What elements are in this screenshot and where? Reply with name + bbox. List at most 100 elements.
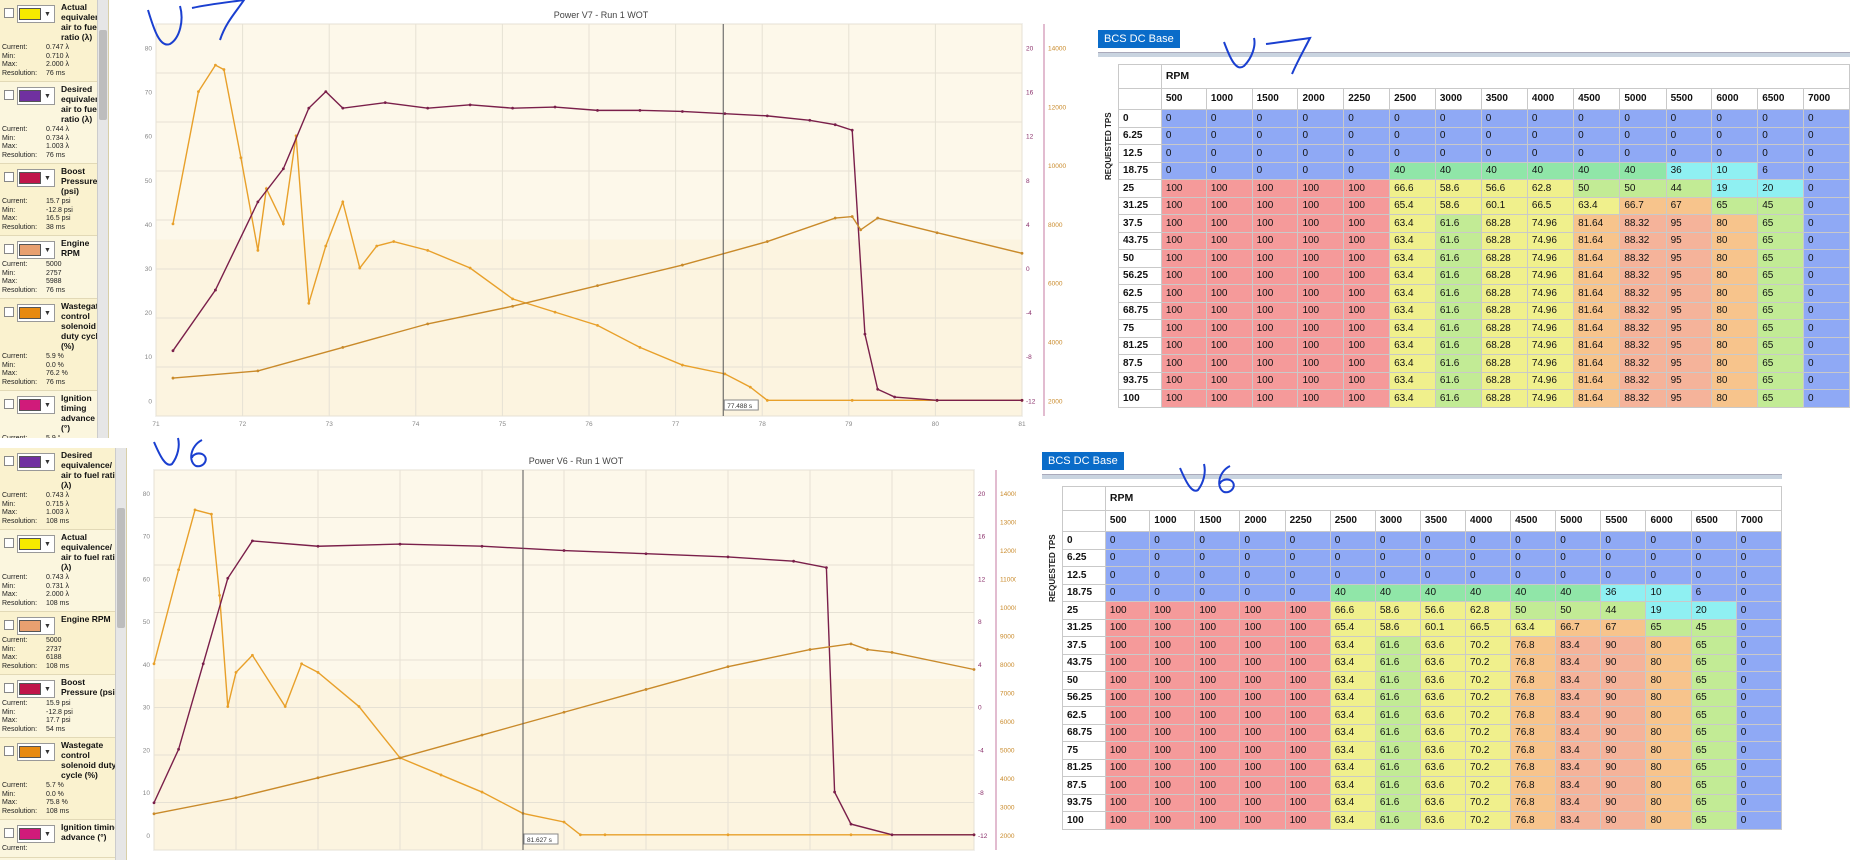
table-cell[interactable]: 70.2	[1465, 793, 1512, 812]
channel-checkbox[interactable]	[4, 399, 14, 409]
table-cell[interactable]: 63.4	[1389, 371, 1436, 390]
table-cell[interactable]: 65	[1757, 336, 1804, 355]
row-header[interactable]: 0	[1062, 531, 1106, 550]
table-cell[interactable]: 50	[1573, 179, 1621, 198]
table-cell[interactable]: 0	[1711, 126, 1759, 145]
table-cell[interactable]: 100	[1205, 196, 1253, 215]
table-cell[interactable]: 100	[1149, 618, 1196, 637]
table-cell[interactable]: 100	[1205, 371, 1253, 390]
row-header[interactable]: 25	[1118, 179, 1162, 198]
color-picker-dropdown[interactable]: ▼	[17, 743, 55, 761]
table-cell[interactable]: 0	[1239, 566, 1286, 585]
table-cell[interactable]: 0	[1735, 671, 1783, 690]
column-header[interactable]: 1000	[1149, 509, 1196, 532]
table-cell[interactable]: 81.64	[1573, 249, 1621, 268]
table-cell[interactable]: 100	[1343, 301, 1391, 320]
row-header[interactable]: 6.25	[1062, 548, 1106, 567]
table-cell[interactable]: 100	[1160, 371, 1207, 390]
table-cell[interactable]: 100	[1284, 776, 1331, 795]
chart-top[interactable]: Power V7 - Run 1 WOT 0 10 20 30 40 50 60 70 80 -1…	[136, 8, 1066, 440]
table-cell[interactable]: 0	[1389, 109, 1436, 128]
table-cell[interactable]: 80	[1711, 249, 1759, 268]
table-cell[interactable]: 61.6	[1374, 793, 1421, 812]
color-picker-dropdown[interactable]: ▼	[17, 535, 55, 553]
column-header[interactable]: 4500	[1510, 509, 1557, 532]
table-cell[interactable]: 6	[1757, 161, 1804, 180]
table-cell[interactable]: 0	[1735, 566, 1783, 585]
table-cell[interactable]: 100	[1343, 354, 1391, 373]
table-cell[interactable]: 100	[1343, 319, 1391, 338]
table-cell[interactable]: 67	[1665, 196, 1713, 215]
table-cell[interactable]: 100	[1205, 319, 1253, 338]
table-cell[interactable]: 61.6	[1374, 688, 1421, 707]
column-header[interactable]: 3500	[1419, 509, 1467, 532]
table-cell[interactable]: 70.2	[1465, 636, 1512, 655]
table-cell[interactable]: 0	[1803, 109, 1850, 128]
table-cell[interactable]: 0	[1803, 249, 1850, 268]
table-cell[interactable]: 76.8	[1510, 741, 1557, 760]
table-cell[interactable]: 0	[1690, 531, 1737, 550]
table-cell[interactable]: 0	[1419, 548, 1467, 567]
table-cell[interactable]: 100	[1239, 758, 1286, 777]
column-header[interactable]: 7000	[1803, 87, 1850, 110]
table-cell[interactable]: 0	[1419, 566, 1467, 585]
table-cell[interactable]: 63.4	[1389, 266, 1436, 285]
table-cell[interactable]: 100	[1160, 389, 1207, 408]
table-cell[interactable]: 100	[1149, 688, 1196, 707]
row-header[interactable]: 93.75	[1118, 371, 1162, 390]
table-cell[interactable]: 61.6	[1434, 319, 1482, 338]
row-header[interactable]: 50	[1118, 249, 1162, 268]
table-cell[interactable]: 68.28	[1480, 301, 1528, 320]
table-cell[interactable]: 100	[1104, 601, 1151, 620]
column-header[interactable]: 1000	[1205, 87, 1253, 110]
table-cell[interactable]: 100	[1205, 266, 1253, 285]
table-cell[interactable]: 74.96	[1526, 319, 1575, 338]
table-cell[interactable]: 100	[1104, 618, 1151, 637]
table-cell[interactable]: 100	[1149, 758, 1196, 777]
channel-checkbox[interactable]	[4, 456, 14, 466]
table-cell[interactable]: 100	[1239, 793, 1286, 812]
table-cell[interactable]: 0	[1194, 566, 1241, 585]
table-cell[interactable]: 80	[1711, 354, 1759, 373]
table-cell[interactable]: 0	[1803, 144, 1850, 163]
table-cell[interactable]: 61.6	[1434, 336, 1482, 355]
table-cell[interactable]: 81.64	[1573, 214, 1621, 233]
table-cell[interactable]: 76.8	[1510, 776, 1557, 795]
table-cell[interactable]: 100	[1284, 793, 1331, 812]
table-cell[interactable]: 100	[1251, 249, 1299, 268]
table-cell[interactable]: 100	[1297, 196, 1345, 215]
table-cell[interactable]: 83.4	[1555, 671, 1602, 690]
table-cell[interactable]: 65	[1757, 284, 1804, 303]
column-header[interactable]: 500	[1104, 509, 1151, 532]
table-cell[interactable]: 0	[1735, 793, 1783, 812]
table-cell[interactable]: 95	[1665, 249, 1713, 268]
table-cell[interactable]: 0	[1389, 126, 1436, 145]
column-header[interactable]: 2000	[1297, 87, 1345, 110]
table-cell[interactable]: 70.2	[1465, 688, 1512, 707]
table-cell[interactable]: 76.8	[1510, 793, 1557, 812]
table-cell[interactable]: 100	[1343, 179, 1391, 198]
table-cell[interactable]: 65	[1757, 301, 1804, 320]
table-cell[interactable]: 0	[1194, 583, 1241, 602]
table-cell[interactable]: 88.32	[1619, 319, 1667, 338]
table-cell[interactable]: 0	[1374, 531, 1421, 550]
table-cell[interactable]: 100	[1160, 249, 1207, 268]
table-cell[interactable]: 0	[1757, 126, 1804, 145]
channel-checkbox[interactable]	[4, 538, 14, 548]
row-header[interactable]: 81.25	[1062, 758, 1106, 777]
table-cell[interactable]: 63.6	[1419, 723, 1467, 742]
table-cell[interactable]: 100	[1160, 284, 1207, 303]
table-cell[interactable]: 65	[1757, 371, 1804, 390]
table-cell[interactable]: 58.6	[1374, 618, 1421, 637]
table-cell[interactable]: 40	[1526, 161, 1575, 180]
table-cell[interactable]: 61.6	[1374, 653, 1421, 672]
channel-scrollbar[interactable]	[97, 0, 108, 438]
table-cell[interactable]: 0	[1104, 566, 1151, 585]
column-header[interactable]: 5000	[1555, 509, 1602, 532]
table-cell[interactable]: 0	[1160, 161, 1207, 180]
channel-item[interactable]: ▼ Wastegate control solenoid duty cycle (…	[0, 299, 108, 391]
table-cell[interactable]: 100	[1205, 214, 1253, 233]
table-cell[interactable]: 0	[1735, 723, 1783, 742]
table-cell[interactable]: 0	[1645, 566, 1692, 585]
table-cell[interactable]: 65	[1757, 249, 1804, 268]
